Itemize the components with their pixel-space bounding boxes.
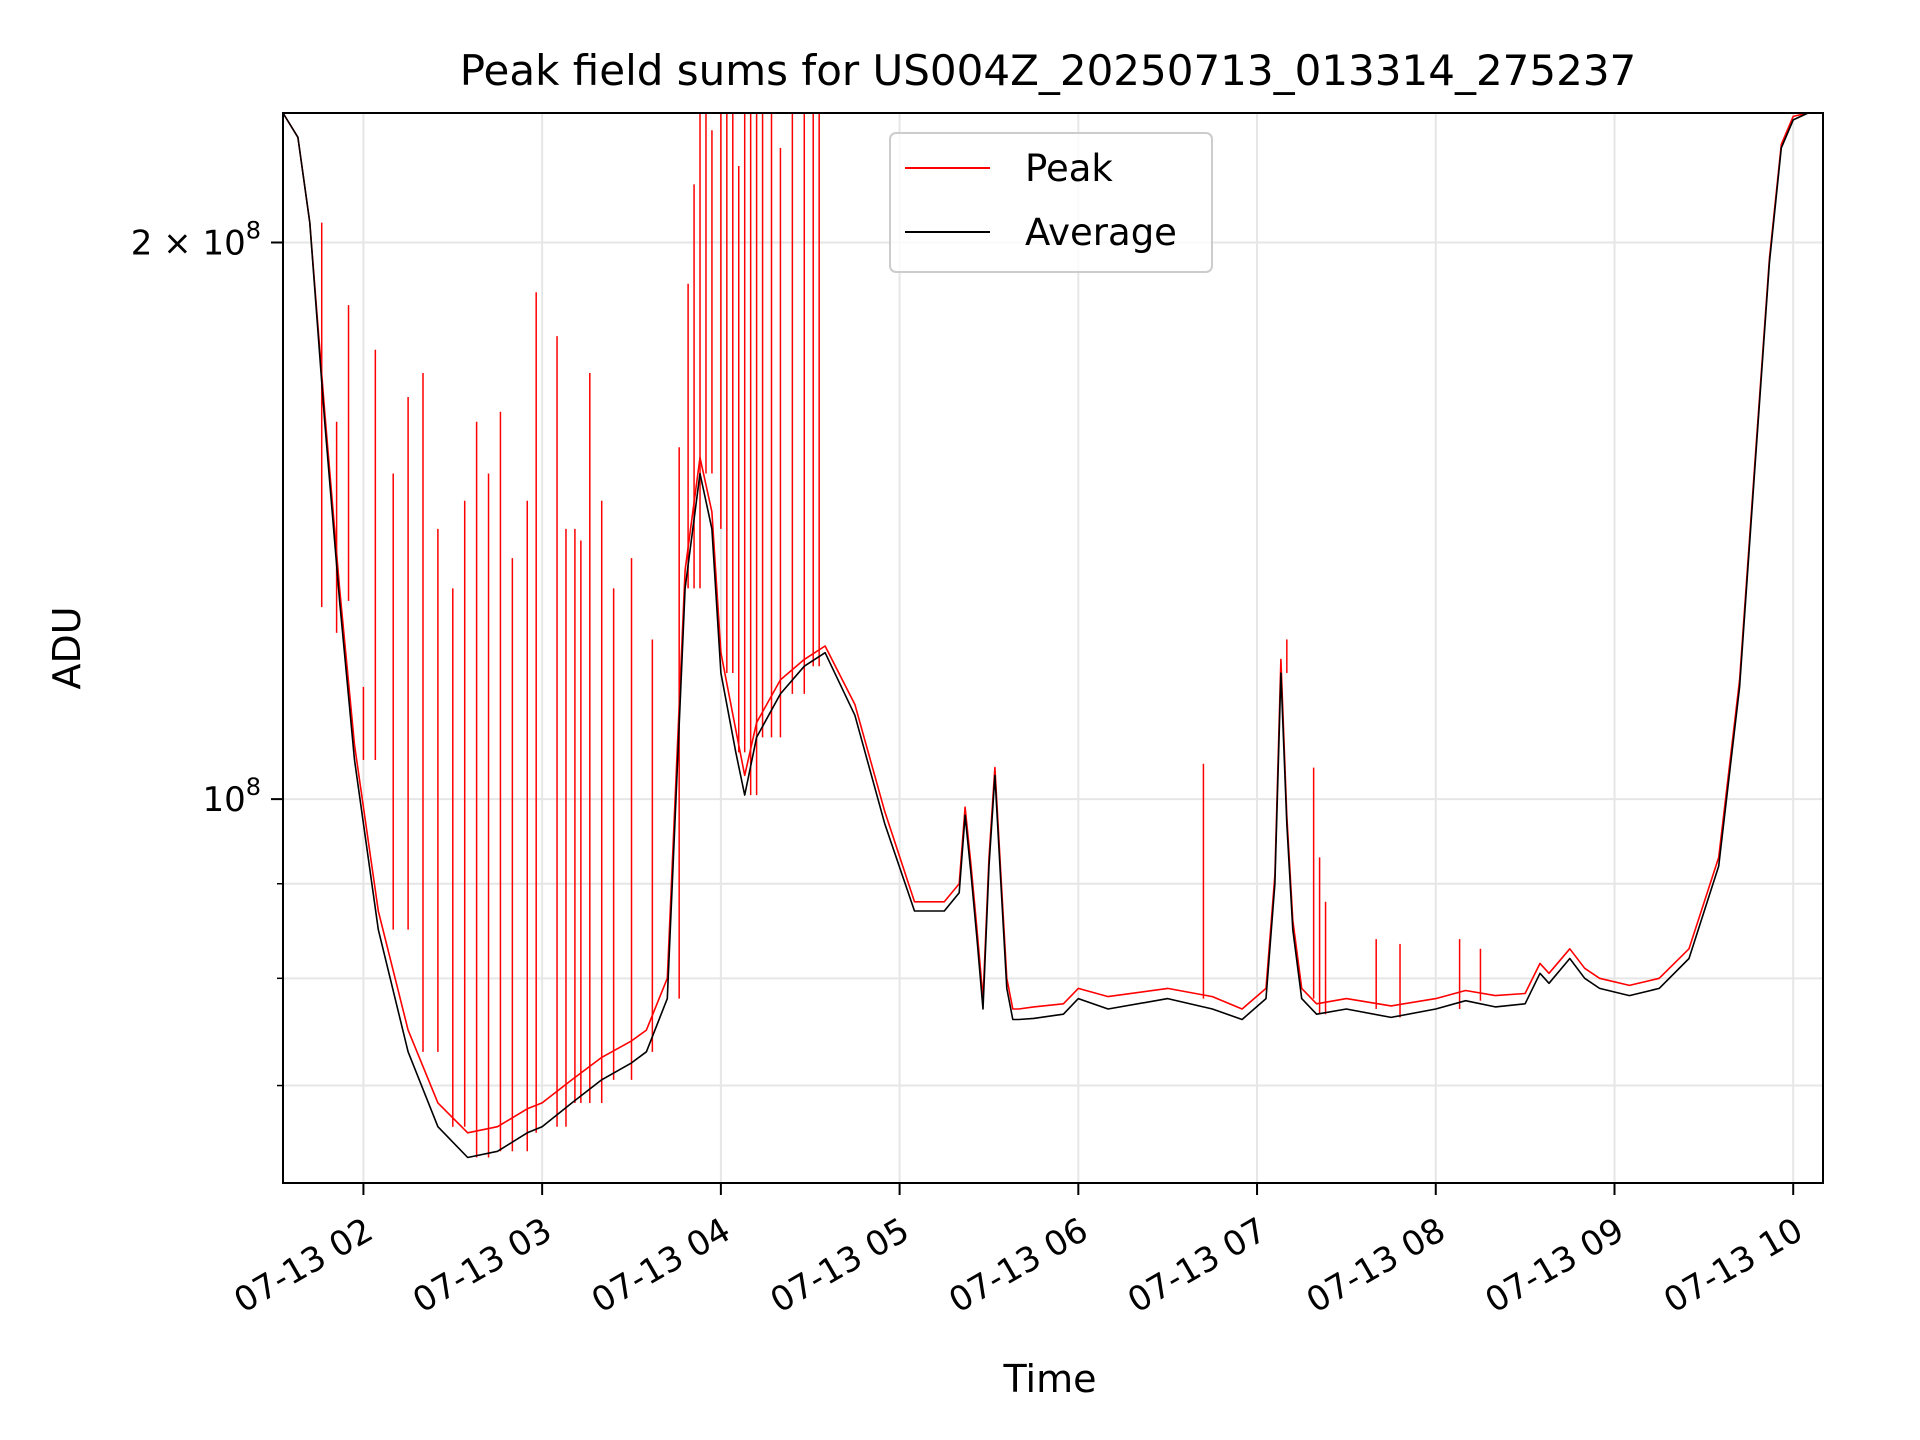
legend-label-peak: Peak bbox=[1025, 147, 1113, 190]
y-tick-label: 108 bbox=[202, 773, 261, 820]
axes-frame bbox=[282, 112, 1824, 1184]
y-axis-label: ADU bbox=[45, 606, 89, 689]
y-axis: 108 2 × 108 bbox=[131, 217, 283, 1087]
x-axis-label: Time bbox=[1003, 1357, 1097, 1401]
legend-label-average: Average bbox=[1025, 211, 1177, 254]
chart-title: Peak field sums for US004Z_20250713_0133… bbox=[460, 46, 1637, 95]
plot-area bbox=[282, 112, 1823, 1159]
legend: Peak Average bbox=[889, 132, 1213, 273]
series-line-average bbox=[282, 112, 1823, 1159]
y-tick-label: 2 × 108 bbox=[131, 217, 261, 264]
